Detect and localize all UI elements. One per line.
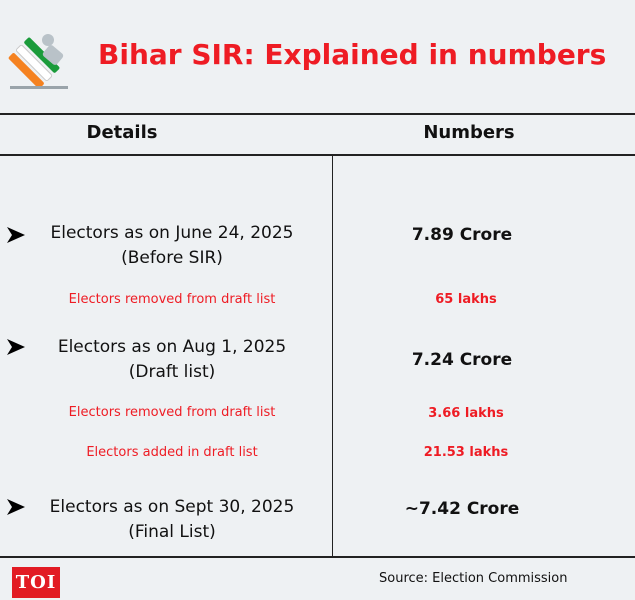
column-header-details: Details bbox=[86, 122, 158, 143]
row-sept-value: ~7.42 Crore bbox=[404, 499, 520, 519]
arrow-right-icon bbox=[7, 339, 25, 355]
row-added-label: Electors added in draft list bbox=[86, 445, 258, 460]
row-june-line2: (Before SIR) bbox=[121, 248, 223, 268]
election-commission-logo bbox=[8, 34, 68, 89]
row-aug-line1: Electors as on Aug 1, 2025 bbox=[57, 337, 287, 357]
row-removed-2-label: Electors removed from draft list bbox=[68, 405, 276, 420]
arrow-right-icon bbox=[7, 227, 25, 243]
row-june-label: Electors as on June 24, 2025 (Before SIR… bbox=[28, 221, 316, 271]
row-added-value: 21.53 lakhs bbox=[423, 445, 509, 460]
table-bottom-rule bbox=[0, 556, 635, 558]
table-top-rule bbox=[0, 113, 635, 115]
row-sept-line2: (Final List) bbox=[128, 522, 216, 542]
row-aug-value: 7.24 Crore bbox=[411, 350, 513, 370]
column-header-numbers: Numbers bbox=[423, 122, 515, 143]
page-title: Bihar SIR: Explained in numbers bbox=[98, 38, 607, 71]
source-note: Source: Election Commission bbox=[379, 571, 568, 586]
row-aug-label: Electors as on Aug 1, 2025 (Draft list) bbox=[28, 335, 316, 385]
row-sept-line1: Electors as on Sept 30, 2025 bbox=[49, 497, 295, 517]
arrow-right-icon bbox=[7, 499, 25, 515]
column-divider bbox=[332, 156, 333, 557]
row-aug-line2: (Draft list) bbox=[128, 362, 216, 382]
row-removed-1-label: Electors removed from draft list bbox=[68, 292, 276, 307]
row-removed-2-value: 3.66 lakhs bbox=[428, 406, 504, 421]
row-june-value: 7.89 Crore bbox=[411, 225, 513, 245]
row-june-line1: Electors as on June 24, 2025 bbox=[50, 223, 294, 243]
row-removed-1-value: 65 lakhs bbox=[435, 292, 497, 307]
table-header-rule bbox=[0, 154, 635, 156]
toi-logo: TOI bbox=[12, 567, 60, 598]
row-sept-label: Electors as on Sept 30, 2025 (Final List… bbox=[28, 495, 316, 545]
